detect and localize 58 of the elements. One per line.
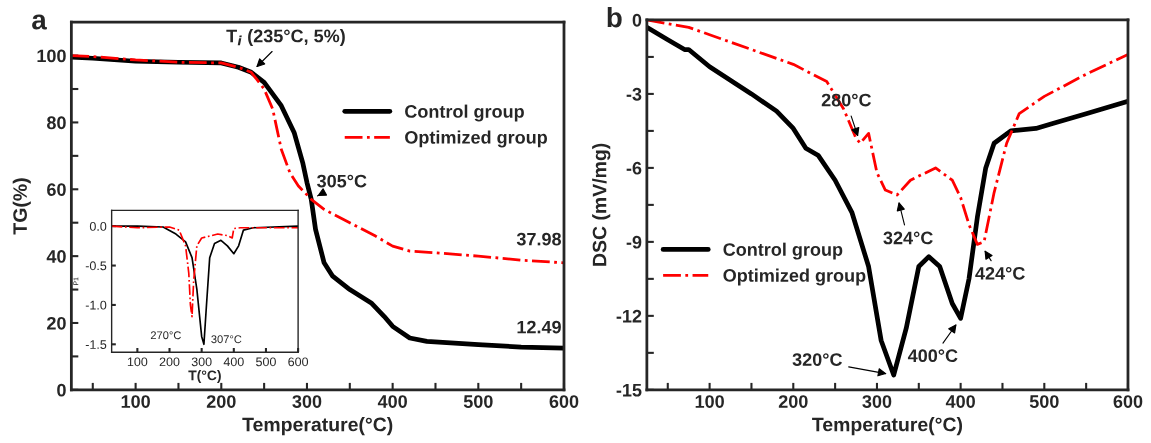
x-tick-label: 300 [862, 395, 892, 408]
y-tick-label: 0 [632, 13, 642, 27]
x-tick-label: 600 [1113, 395, 1143, 408]
x-tick-label: 200 [159, 357, 180, 367]
y-tick-label: -1.0 [85, 300, 107, 310]
y-tick-label: 20 [47, 316, 66, 330]
x-tick-label: 200 [206, 395, 236, 408]
annotation: 324°C [883, 231, 933, 245]
x-tick-label: 400 [945, 395, 975, 408]
legend-label: Control group [405, 104, 524, 122]
y-axis-title: DSC (mV/mg) [592, 143, 611, 266]
x-tick-label: 500 [1029, 395, 1059, 408]
annotation: 270°C [150, 331, 181, 340]
x-tick-label: 600 [549, 395, 579, 408]
legend-label: Optimized group [405, 130, 548, 148]
y-tick-label: 100 [37, 49, 66, 63]
y-tick-label: -12 [616, 309, 642, 323]
annotation: 424°C [975, 266, 1025, 280]
annotation: 307°C [211, 335, 242, 344]
x-axis-title: Temperature(°C) [242, 417, 393, 436]
legend-label: Optimized group [723, 268, 866, 286]
y-tick-label: -1.5 [85, 340, 107, 349]
y-tick-label: 80 [46, 116, 66, 130]
y-axis-title: TG(%) [12, 178, 31, 235]
x-tick-label: 400 [223, 357, 244, 367]
x-tick-label: 300 [292, 395, 322, 408]
x-axis-title: Temperature(°C) [812, 417, 963, 436]
y-tick-label: 60 [47, 183, 66, 196]
x-tick-label: 500 [463, 395, 493, 408]
y-tick-label: -15 [616, 383, 642, 397]
line-series [111, 225, 299, 346]
y-tick-label: 0.0 [89, 221, 107, 231]
annotation: 305°C [317, 174, 367, 188]
legend-label: Control group [723, 242, 843, 260]
x-tick-label: 200 [778, 395, 808, 408]
y-tick-label: -0.5 [85, 261, 107, 271]
y-tick-label: -3 [626, 87, 642, 101]
x-tick-label: 100 [695, 395, 724, 408]
annotation: 12.49 [517, 320, 561, 334]
y-tick-label: -6 [626, 161, 642, 175]
x-tick-label: 100 [121, 395, 150, 408]
y-tick-label: -9 [626, 235, 642, 249]
x-tick-label: 600 [288, 357, 309, 367]
x-tick-label: 100 [127, 357, 148, 367]
x-axis-title: T(°C) [188, 370, 221, 384]
y-tick-label: 0 [57, 383, 66, 397]
x-tick-label: 300 [191, 357, 212, 367]
line-series [646, 24, 1128, 378]
annotation: 37.98 [516, 232, 562, 246]
y-tick-label: 40 [46, 250, 66, 263]
chart-title: b [607, 6, 622, 28]
annotation: 400°C [907, 349, 958, 363]
annotation: T$_{i}$ (235°C, 5%) [226, 29, 345, 46]
line-series [111, 225, 299, 318]
chart-title: a [32, 14, 47, 30]
x-tick-label: 400 [377, 395, 407, 408]
annotation: 320°C [792, 353, 843, 367]
x-tick-label: 500 [256, 357, 276, 367]
